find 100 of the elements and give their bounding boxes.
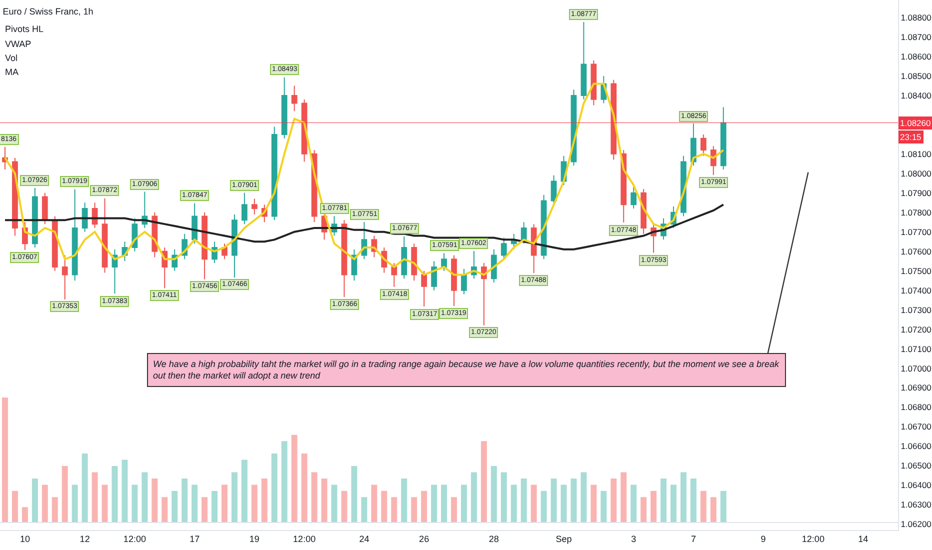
annotation: Vol: [5, 53, 18, 63]
x-tick-label: 12:00: [123, 534, 146, 544]
bar: [381, 490, 388, 522]
candlestick: [102, 198, 108, 274]
y-tick-label: 1.07800: [900, 207, 932, 218]
x-tick-label: 7: [690, 534, 696, 544]
bar: [12, 490, 18, 522]
bar: [460, 484, 467, 522]
candlestick: [32, 187, 38, 248]
y-tick-label: 1.07900: [900, 188, 932, 198]
bar: [660, 478, 667, 522]
bar: [411, 497, 418, 522]
bar: [122, 460, 128, 522]
bar: [431, 484, 438, 522]
x-tick-label: 26: [419, 534, 430, 544]
candlestick: [42, 192, 48, 225]
x-tick-label: Sep: [556, 534, 572, 544]
bar: [421, 490, 428, 522]
annotation: VWAP: [5, 39, 32, 49]
bar: [500, 472, 507, 522]
candlestick: [82, 202, 88, 232]
bar: [530, 484, 537, 522]
bar: [321, 478, 328, 522]
candlestick: [62, 254, 68, 300]
y-tick-label: 1.08700: [900, 32, 932, 42]
y-tick-label: 1.08400: [900, 90, 932, 100]
bar: [451, 497, 457, 522]
x-tick-label: 14: [858, 534, 868, 544]
bar: [311, 472, 318, 522]
bar: [172, 490, 178, 522]
bar: [600, 490, 607, 522]
candlestick: [451, 254, 457, 307]
bar: [32, 478, 38, 522]
bar: [301, 454, 308, 522]
candlestick: [461, 268, 467, 295]
bar: [670, 484, 676, 522]
y-tick-label: 1.06600: [900, 441, 932, 452]
x-tick-label: 3: [631, 534, 636, 544]
bar: [620, 472, 627, 522]
bar: [510, 484, 517, 522]
bar: [590, 484, 597, 522]
candlestick: [720, 106, 726, 170]
bar: [550, 478, 557, 522]
candlestick: [222, 243, 228, 260]
candlestick: [411, 243, 418, 282]
ref-line-label: 1.08260 23:15: [900, 118, 931, 142]
text: Euro / Swiss Franc, 1h: [2, 6, 94, 17]
bar: [710, 497, 716, 522]
bar: [202, 497, 208, 522]
bar: [82, 454, 88, 522]
annotation: We have a high probability taht the market will go in a trading range again because we have a low volume quantities recently, but the moment we see a break out then the market will adopt a new trend: [153, 359, 780, 381]
y-tick-label: 1.06300: [900, 500, 932, 510]
bar: [102, 484, 108, 522]
candlestick: [202, 212, 208, 280]
y-tick-label: 1.07000: [900, 363, 932, 374]
candlestick: [500, 237, 507, 260]
x-tick-label: 12: [80, 534, 90, 544]
y-tick-label: 1.07200: [900, 324, 932, 334]
bar: [2, 398, 8, 522]
x-tick-label: 19: [249, 534, 260, 544]
candlestick: [700, 134, 706, 156]
bar: [490, 466, 497, 522]
annotation: MA: [5, 67, 18, 77]
bar: [560, 484, 567, 522]
bar: [222, 484, 228, 522]
x-tick-label: 24: [359, 534, 370, 544]
x-tick-label: 10: [20, 534, 30, 544]
candlestick: [391, 262, 398, 288]
bar: [351, 466, 358, 522]
bar: [241, 460, 248, 522]
bar: [630, 484, 637, 522]
y-tick-label: 1.08000: [900, 168, 932, 178]
candlestick: [520, 222, 527, 244]
bar: [361, 497, 368, 522]
bar: [92, 472, 98, 522]
candlestick: [72, 188, 78, 282]
x-tick-label: 28: [488, 534, 499, 544]
candlestick: [421, 270, 427, 307]
bar: [291, 434, 298, 522]
bar: [251, 484, 258, 522]
bar: [162, 497, 168, 522]
bar: [580, 472, 587, 522]
y-tick-label: 1.08100: [900, 148, 932, 159]
bar: [22, 507, 28, 522]
bar: [281, 441, 288, 522]
x-tick-label: 12:00: [802, 534, 824, 544]
bar: [152, 478, 158, 522]
bar: [212, 490, 218, 522]
candlestick: [291, 85, 298, 112]
candlestick: [281, 76, 288, 139]
candlestick: [490, 248, 497, 284]
x-tick-label: 9: [760, 534, 766, 544]
bar: [62, 466, 68, 522]
bar: [391, 497, 398, 522]
candlestick: [431, 260, 437, 291]
bar: [182, 478, 188, 522]
annotation: Pivots HL: [5, 24, 44, 34]
bar: [570, 478, 577, 522]
y-tick-label: 1.06700: [900, 422, 932, 432]
candlestick: [271, 126, 278, 221]
